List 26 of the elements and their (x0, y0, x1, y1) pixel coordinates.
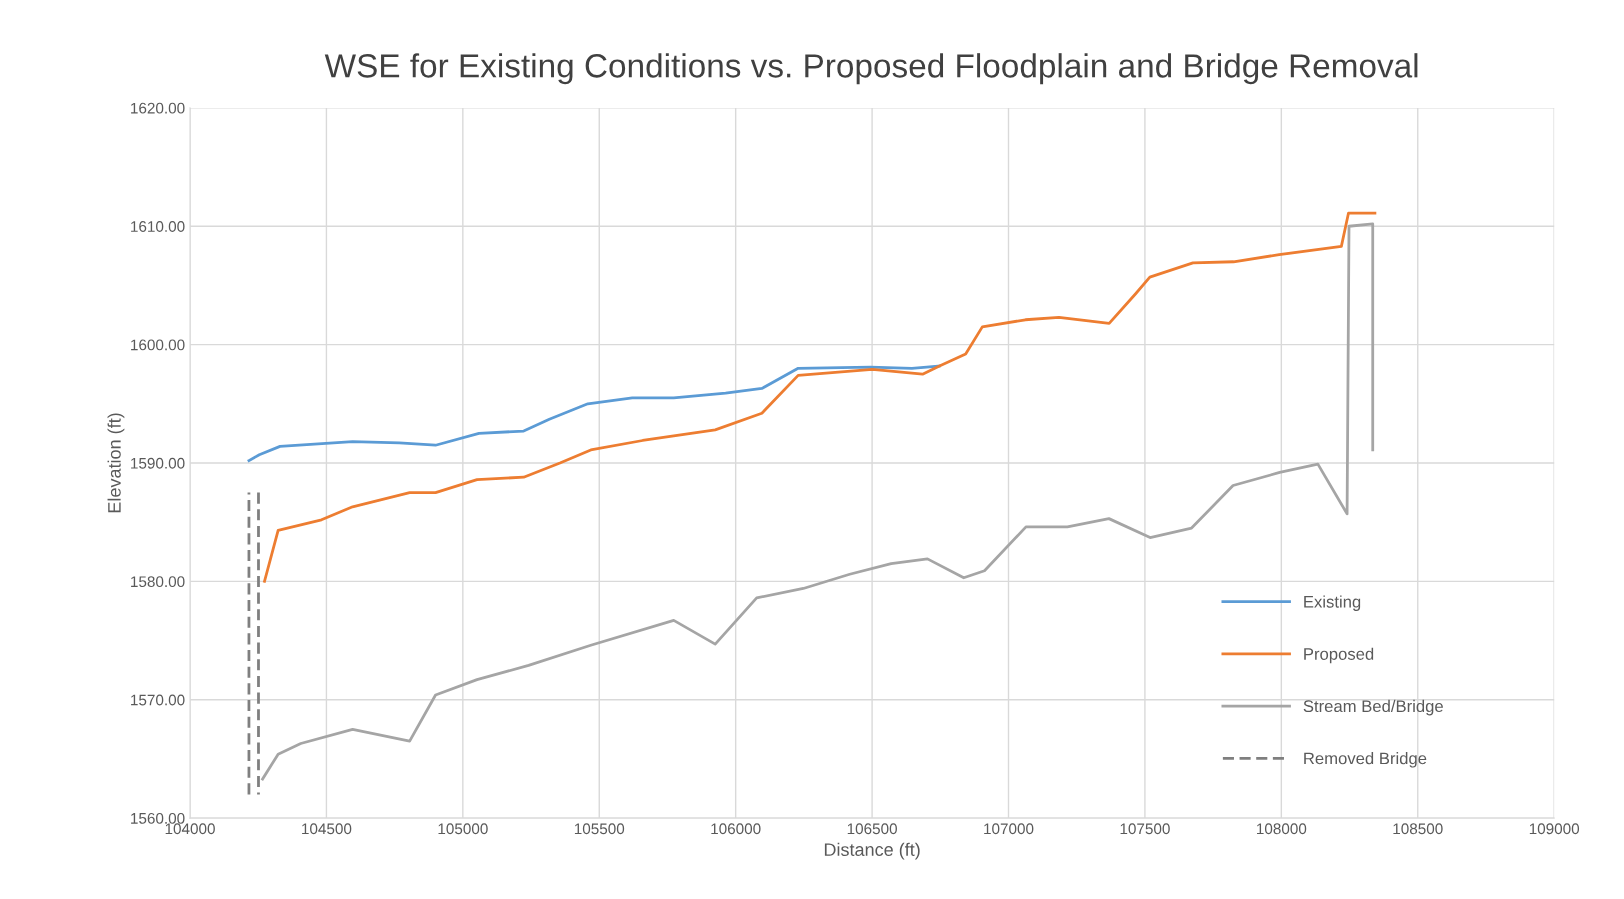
x-tick-label: 105500 (574, 823, 625, 835)
y-tick-label: 1590.00 (131, 457, 185, 469)
x-tick-label: 106500 (847, 823, 897, 835)
x-tick-label: 107500 (1120, 823, 1170, 835)
line-series (263, 211, 1377, 583)
y-tick-label: 1560.00 (131, 812, 185, 824)
x-tick-label: 104500 (302, 823, 352, 835)
x-axis-title: Distance (ft) (824, 842, 920, 860)
y-axis-title: Elevation (ft) (107, 413, 125, 513)
y-tick-label: 1600.00 (131, 339, 185, 351)
legend-label: Stream Bed/Bridge (1303, 699, 1443, 716)
x-tick-label: 107000 (984, 823, 1034, 835)
chart-title: WSE for Existing Conditions vs. Proposed Floodplain and Bridge Removal (324, 53, 1418, 85)
y-tick-label: 1620.00 (131, 102, 185, 114)
x-tick-label: 108000 (1257, 823, 1307, 835)
legend-label: Proposed (1304, 647, 1374, 664)
y-tick-label: 1610.00 (131, 221, 185, 232)
x-tick-label: 106000 (711, 823, 761, 835)
legend-label: Existing (1304, 595, 1361, 611)
legend-label: Removed Bridge (1304, 752, 1427, 768)
x-tick-label: 108500 (1393, 823, 1443, 835)
x-tick-label: 105000 (438, 823, 488, 835)
x-tick-label: 109000 (1529, 823, 1580, 835)
y-tick-label: 1580.00 (131, 576, 185, 588)
x-tick-label: 104000 (165, 823, 215, 835)
y-tick-label: 1570.00 (131, 694, 185, 706)
